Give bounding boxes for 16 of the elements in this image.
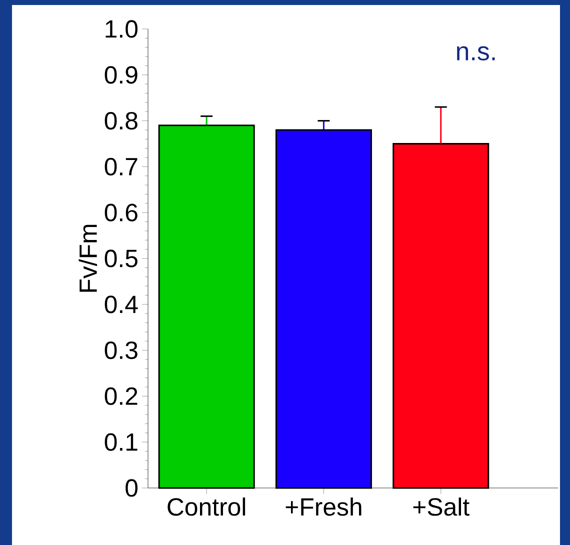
y-tick-label: 0.8 bbox=[104, 112, 138, 130]
y-tick-label: 0.9 bbox=[104, 66, 138, 84]
y-tick-label: 0 bbox=[126, 479, 138, 497]
annotation: n.s. bbox=[457, 46, 495, 60]
y-tick-label: 1.0 bbox=[106, 20, 138, 38]
y-tick-label: 0.1 bbox=[104, 433, 138, 451]
y-tick-label: 0.2 bbox=[104, 387, 138, 406]
y-tick-label: 0.7 bbox=[104, 158, 138, 176]
x-tick-label: +Fresh bbox=[286, 498, 362, 516]
y-axis-title: Fv/Fm bbox=[78, 224, 98, 292]
y-tick-label: 0.5 bbox=[104, 250, 138, 268]
x-tick-label: Control bbox=[168, 498, 246, 516]
x-tick-label: +Salt bbox=[413, 498, 470, 516]
y-tick-label: 0.4 bbox=[104, 296, 138, 314]
y-tick-label: 0.3 bbox=[104, 341, 138, 360]
y-tick-label: 0.6 bbox=[104, 204, 138, 222]
